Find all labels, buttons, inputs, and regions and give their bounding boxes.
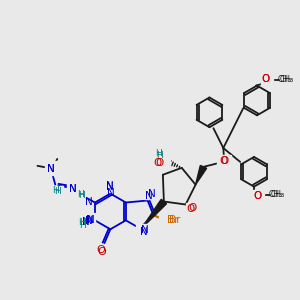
Text: O: O bbox=[219, 156, 227, 166]
Text: H: H bbox=[54, 187, 61, 196]
Text: H: H bbox=[77, 190, 83, 199]
Bar bbox=[77, 213, 95, 225]
Bar bbox=[158, 213, 180, 225]
Bar bbox=[218, 155, 231, 167]
Text: H: H bbox=[79, 218, 86, 227]
Text: Br: Br bbox=[169, 215, 180, 225]
Text: N: N bbox=[145, 190, 152, 201]
Text: O: O bbox=[154, 158, 162, 168]
Text: O: O bbox=[156, 158, 164, 168]
Bar bbox=[252, 190, 264, 202]
Text: O: O bbox=[188, 203, 197, 214]
Text: O: O bbox=[97, 247, 106, 257]
Text: H: H bbox=[52, 186, 59, 195]
Bar bbox=[102, 182, 118, 192]
Text: N: N bbox=[87, 215, 95, 225]
Bar bbox=[67, 181, 87, 196]
Bar bbox=[136, 224, 152, 236]
Bar bbox=[45, 161, 59, 175]
Polygon shape bbox=[196, 165, 207, 185]
Text: CH₃: CH₃ bbox=[271, 190, 285, 199]
Text: H: H bbox=[79, 221, 86, 230]
Text: O: O bbox=[187, 204, 195, 214]
Text: Br: Br bbox=[167, 215, 178, 225]
Bar bbox=[150, 148, 170, 168]
Text: H: H bbox=[155, 149, 162, 158]
Text: N: N bbox=[82, 217, 90, 227]
Text: N: N bbox=[69, 184, 77, 194]
Polygon shape bbox=[142, 199, 167, 228]
Text: N: N bbox=[85, 196, 93, 206]
Bar bbox=[50, 186, 63, 196]
Text: N: N bbox=[107, 188, 115, 198]
Text: N: N bbox=[141, 225, 148, 235]
Text: O: O bbox=[262, 74, 270, 84]
Text: O: O bbox=[253, 190, 261, 201]
Text: N: N bbox=[106, 182, 114, 192]
Text: N: N bbox=[69, 184, 77, 194]
Text: CH₃: CH₃ bbox=[280, 75, 294, 84]
Text: O: O bbox=[253, 190, 261, 201]
Bar bbox=[261, 73, 273, 85]
Text: O: O bbox=[220, 156, 228, 166]
Text: N: N bbox=[106, 181, 114, 191]
Text: N: N bbox=[140, 227, 148, 237]
Text: N: N bbox=[47, 164, 55, 174]
Text: O: O bbox=[96, 245, 105, 255]
Text: N: N bbox=[86, 215, 94, 225]
Text: H: H bbox=[78, 218, 84, 227]
Bar bbox=[186, 202, 200, 214]
Bar bbox=[144, 189, 160, 199]
Text: N: N bbox=[85, 216, 93, 226]
Text: N: N bbox=[47, 164, 55, 174]
Text: H: H bbox=[157, 152, 163, 160]
Bar bbox=[94, 245, 110, 257]
Text: CH₃: CH₃ bbox=[269, 190, 283, 199]
Text: O: O bbox=[262, 74, 270, 84]
Text: H: H bbox=[78, 191, 84, 200]
Text: N: N bbox=[148, 189, 155, 199]
Text: CH₃: CH₃ bbox=[278, 75, 292, 84]
